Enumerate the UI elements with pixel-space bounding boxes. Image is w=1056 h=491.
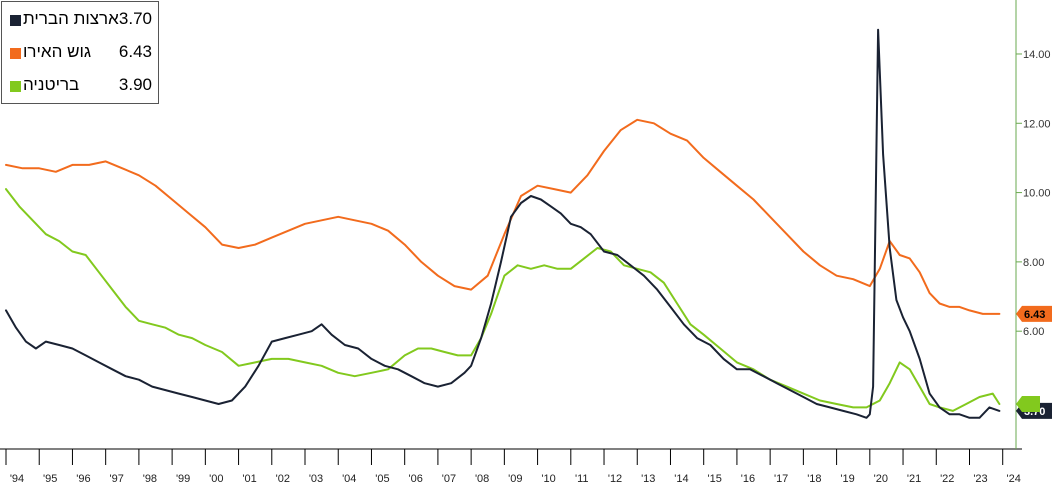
x-tick-label: '12 xyxy=(608,473,622,485)
x-tick-label: '07 xyxy=(442,473,456,485)
x-tick-label: '20 xyxy=(874,473,888,485)
legend-label-uk: בריטניה xyxy=(23,75,80,94)
x-tick-label: '10 xyxy=(541,473,555,485)
x-tick-label: '01 xyxy=(242,473,256,485)
legend-item-eurozone: גוש האירו 6.43 xyxy=(10,40,156,66)
x-tick-label: '97 xyxy=(109,473,123,485)
y-tick-label: 8.00 xyxy=(1023,257,1044,269)
legend-value-us: 3.70 xyxy=(118,9,152,28)
legend-value-uk: 3.90 xyxy=(118,75,152,94)
x-tick-label: '16 xyxy=(741,473,755,485)
legend-swatch-uk xyxy=(10,81,21,92)
x-tick-label: '02 xyxy=(276,473,290,485)
x-tick-label: '95 xyxy=(43,473,57,485)
legend: ארצות הברית 3.70 גוש האירו 6.43 בריטניה … xyxy=(1,1,159,104)
x-tick-label: '15 xyxy=(708,473,722,485)
x-tick-label: '98 xyxy=(143,473,157,485)
x-tick-label: '94 xyxy=(10,473,24,485)
series-lines xyxy=(5,28,1001,419)
series-line-eurozone xyxy=(5,118,1001,315)
x-tick-label: '05 xyxy=(375,473,389,485)
series-line-uk xyxy=(5,188,1001,412)
x-tick-label: '18 xyxy=(807,473,821,485)
legend-item-uk: בריטניה 3.90 xyxy=(10,73,156,99)
x-tick-label: '11 xyxy=(575,473,589,485)
legend-value-eurozone: 6.43 xyxy=(118,42,152,61)
x-tick-label: '04 xyxy=(342,473,356,485)
legend-label-us: ארצות הברית xyxy=(23,9,119,28)
series-end-tags: 3.706.43 xyxy=(1016,305,1052,419)
x-tick-label: '08 xyxy=(475,473,489,485)
y-tick-label: 10.00 xyxy=(1023,188,1051,200)
x-tick-label: '09 xyxy=(508,473,522,485)
x-axis-ticks: '94 '95 '96 '97 '98 '99 '00 '01 '02 '03 '04 '05 '06 '… xyxy=(5,449,1021,485)
series-line-us xyxy=(5,28,1001,419)
x-tick-label: '14 xyxy=(674,473,688,485)
y-tick-label: 14.00 xyxy=(1023,49,1051,61)
legend-item-us: ארצות הברית 3.70 xyxy=(10,7,156,33)
end-tag-uk-shape xyxy=(1016,395,1040,412)
end-tag-eurozone: 6.43 xyxy=(1016,305,1052,322)
x-tick-label: '00 xyxy=(209,473,223,485)
end-tag-uk xyxy=(1016,395,1040,412)
legend-swatch-us xyxy=(10,15,21,26)
x-tick-label: '24 xyxy=(1007,473,1021,485)
legend-swatch-eurozone xyxy=(10,48,21,59)
x-tick-label: '96 xyxy=(76,473,90,485)
x-tick-label: '23 xyxy=(973,473,987,485)
x-tick-label: '13 xyxy=(641,473,655,485)
y-tick-label: 12.00 xyxy=(1023,118,1051,130)
x-tick-label: '22 xyxy=(940,473,954,485)
y-axis-ticks: 6.00 8.00 10.00 12.00 14.00 xyxy=(1016,49,1051,338)
end-tag-eurozone-label: 6.43 xyxy=(1024,309,1045,321)
x-tick-label: '03 xyxy=(309,473,323,485)
y-tick-label: 6.00 xyxy=(1023,326,1044,338)
end-tag-eurozone-shape xyxy=(1016,305,1052,322)
x-tick-label: '99 xyxy=(176,473,190,485)
x-tick-label: '06 xyxy=(409,473,423,485)
legend-label-eurozone: גוש האירו xyxy=(23,42,92,61)
x-tick-label: '17 xyxy=(774,473,788,485)
x-tick-label: '19 xyxy=(840,473,854,485)
x-tick-label: '21 xyxy=(907,473,921,485)
